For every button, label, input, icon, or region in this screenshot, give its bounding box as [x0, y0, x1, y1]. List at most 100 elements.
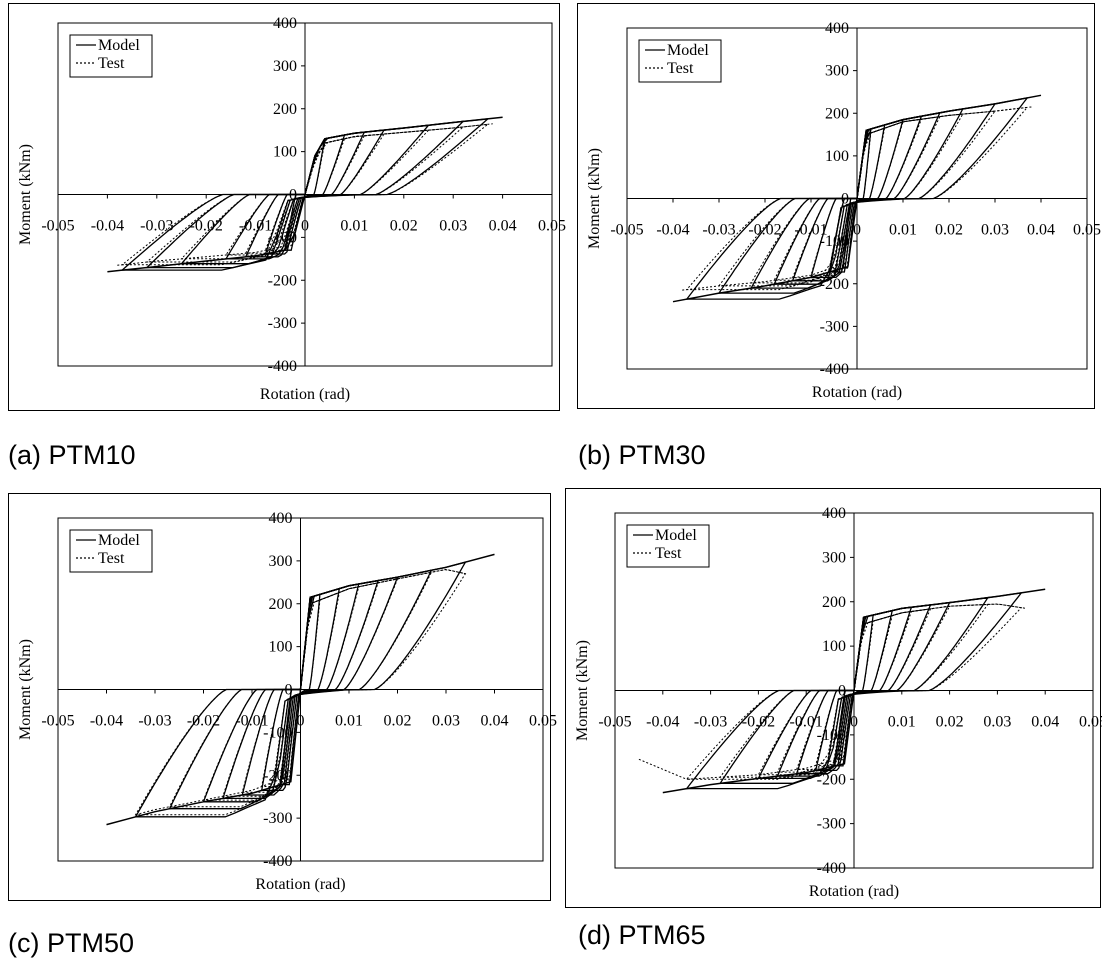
x-tick-label: 0.01: [340, 218, 368, 235]
chart-svg: -0.05 -0.04 -0.03 -0.02 -0.01 0 0.01 0.02 0.03 0.…: [8, 493, 557, 901]
x-tick-label: 0.05: [1073, 222, 1101, 239]
x-axis-label: Rotation (rad): [812, 384, 902, 401]
chart-border: [577, 3, 1095, 409]
x-tick-label: -0.04: [646, 714, 679, 731]
chart-ptm10: -0.05 -0.04 -0.03 -0.02 -0.01 0 0.01 0.02 0.03 0.…: [8, 3, 566, 411]
series-test: [682, 106, 1032, 291]
x-tick-label: -0.04: [91, 218, 124, 235]
y-tick-label: 100: [273, 144, 297, 161]
x-tick-label: -0.02: [190, 218, 223, 235]
y-tick-label: 400: [273, 15, 297, 32]
legend-label: Test: [655, 545, 682, 562]
caption-ptm30: (b) PTM30: [578, 440, 706, 470]
chart-ptm65: -0.05 -0.04 -0.03 -0.02 -0.01 0 0.01 0.02 0.03 0.…: [565, 488, 1102, 908]
x-tick-label: 0.05: [529, 713, 557, 730]
x-tick-label: -0.02: [748, 222, 781, 239]
backbone-curve: [638, 603, 1027, 780]
x-tick-label: 0: [850, 714, 858, 731]
y-tick-label: -300: [268, 315, 297, 332]
y-tick-label: -300: [817, 816, 846, 833]
x-tick-label: 0.02: [390, 218, 418, 235]
caption-ptm50: (c) PTM50: [8, 928, 135, 958]
y-tick-label: 300: [822, 549, 846, 566]
y-tick-label: -400: [817, 860, 846, 877]
x-tick-label: 0.01: [889, 222, 917, 239]
legend-label: Model: [98, 37, 140, 54]
legend-label: Model: [655, 527, 697, 544]
backbone-curve: [682, 106, 1032, 291]
y-tick-label: 200: [269, 596, 293, 613]
backbone-curve: [117, 123, 493, 266]
y-tick-label: -400: [268, 358, 297, 375]
x-axis-label: Rotation (rad): [260, 386, 350, 403]
y-tick-label: 100: [825, 148, 849, 165]
y-tick-label: -300: [263, 810, 292, 827]
x-tick-label: -0.01: [794, 222, 827, 239]
y-tick-label: -200: [268, 272, 297, 289]
series-test: [134, 568, 467, 816]
chart-border: [8, 3, 560, 411]
hysteresis-loop: [810, 121, 904, 276]
x-axis-label: Rotation (rad): [809, 883, 899, 900]
legend-box: [638, 39, 722, 83]
x-tick-label: -0.03: [694, 714, 727, 731]
y-tick-label: -300: [820, 318, 849, 335]
x-axis-label: Rotation (rad): [255, 876, 345, 893]
x-tick-label: -0.04: [656, 222, 689, 239]
x-tick-label: -0.04: [90, 713, 123, 730]
y-tick-label: 400: [822, 505, 846, 522]
hysteresis-loop: [685, 603, 1023, 780]
legend-box: [626, 524, 710, 568]
x-tick-label: 0.02: [935, 222, 963, 239]
hysteresis-loop: [222, 582, 379, 797]
backbone-curve: [135, 568, 466, 816]
y-tick-label: 400: [825, 20, 849, 37]
x-tick-label: 0.02: [384, 713, 412, 730]
chart-ptm30: -0.05 -0.04 -0.03 -0.02 -0.01 0 0.01 0.02 0.03 0.…: [577, 3, 1101, 409]
chart-border: [8, 493, 551, 901]
x-tick-label: -0.05: [610, 222, 643, 239]
x-tick-label: 0.04: [1027, 222, 1055, 239]
x-tick-label: 0.01: [888, 714, 916, 731]
y-axis-label: Moment (kNm): [586, 148, 603, 249]
x-tick-label: 0.02: [936, 714, 964, 731]
x-tick-label: -0.01: [239, 218, 272, 235]
x-tick-label: 0.03: [983, 714, 1011, 731]
x-tick-label: -0.05: [41, 713, 74, 730]
x-tick-label: -0.05: [598, 714, 631, 731]
y-tick-label: 400: [269, 510, 293, 527]
legend-label: Test: [98, 550, 125, 567]
y-tick-label: 200: [825, 105, 849, 122]
x-tick-label: 0.03: [981, 222, 1009, 239]
y-tick-label: 300: [269, 553, 293, 570]
x-tick-label: 0.04: [489, 218, 517, 235]
y-axis-label: Moment (kNm): [574, 640, 591, 741]
chart-svg: -0.05 -0.04 -0.03 -0.02 -0.01 0 0.01 0.02 0.03 0.…: [577, 3, 1101, 409]
caption-ptm10: (a) PTM10: [8, 440, 136, 470]
x-tick-label: 0.05: [1079, 714, 1102, 731]
y-tick-label: 200: [822, 594, 846, 611]
x-tick-label: 0: [853, 222, 861, 239]
legend-box: [69, 34, 153, 78]
y-tick-label: 100: [269, 639, 293, 656]
x-tick-label: 0.03: [439, 218, 467, 235]
y-tick-label: 200: [273, 101, 297, 118]
caption-ptm65: (d) PTM65: [578, 920, 706, 950]
x-tick-label: 0.03: [432, 713, 460, 730]
legend-label: Model: [98, 532, 140, 549]
y-axis-label: Moment (kNm): [17, 639, 34, 740]
x-tick-label: 0: [301, 218, 309, 235]
y-axis-label: Moment (kNm): [17, 144, 34, 245]
x-tick-label: -0.02: [187, 713, 220, 730]
y-tick-label: -400: [263, 853, 292, 870]
x-tick-label: -0.03: [702, 222, 735, 239]
x-tick-label: -0.03: [138, 713, 171, 730]
x-tick-label: -0.01: [790, 714, 823, 731]
series-test: [117, 123, 493, 266]
chart-ptm50: -0.05 -0.04 -0.03 -0.02 -0.01 0 0.01 0.02 0.03 0.…: [8, 493, 557, 901]
x-tick-label: 0.01: [335, 713, 363, 730]
legend-box: [69, 529, 153, 573]
